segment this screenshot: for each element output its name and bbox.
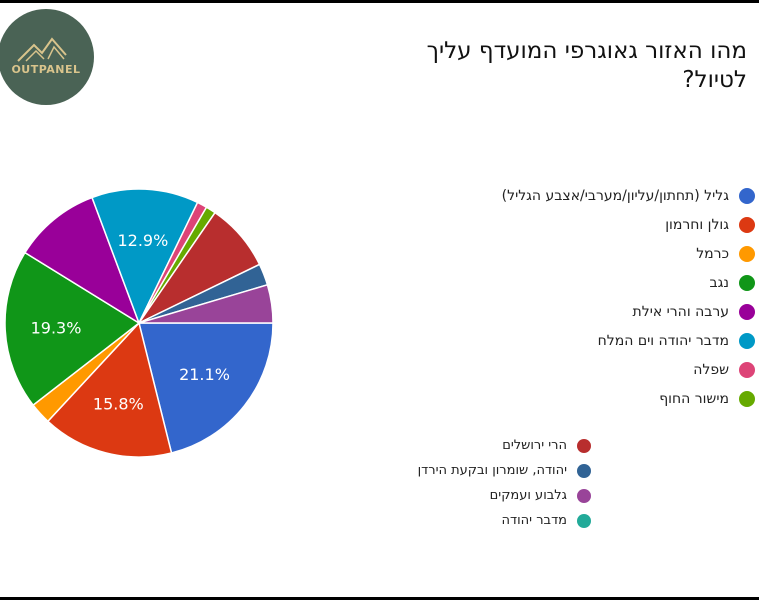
- legend-label: מישור החוף: [659, 390, 729, 407]
- legend-swatch: [739, 216, 755, 233]
- pie-slice: [46, 321, 173, 458]
- pie-slice: [91, 188, 199, 325]
- legend-swatch: [739, 361, 755, 378]
- logo-text: OUTPANEL: [11, 63, 81, 76]
- legend-label: יהודה, שומרון ובקעת הירדן: [417, 463, 567, 478]
- legend-swatch: [739, 303, 755, 320]
- legend-label: נגב: [709, 274, 729, 291]
- pie-slice: [4, 251, 141, 407]
- slice-data-label: 21.1%: [179, 365, 230, 384]
- legend-item: ערבה והרי אילת: [502, 297, 755, 326]
- legend-swatch: [577, 488, 591, 503]
- legend-label: ערבה והרי אילת: [632, 303, 729, 320]
- legend-secondary: הרי ירושלים יהודה, שומרון ובקעת הירדן גלבו…: [418, 433, 591, 533]
- legend-item: מדבר יהודה: [418, 508, 591, 533]
- mountains-icon: [17, 37, 67, 62]
- legend-item: שפלה: [502, 355, 755, 384]
- legend-item: מדבר יהודה וים המלח: [502, 326, 755, 355]
- slice-data-label: 19.3%: [31, 318, 82, 337]
- legend-item: גליל (תחתון/עליון/מערבי/אצבע הגליל): [502, 181, 755, 210]
- outpanel-logo: OUTPANEL: [0, 9, 94, 105]
- chart-title: מהו האזור גאוגרפי המועדף עליך לטיול?: [426, 38, 747, 93]
- legend-item: גולן וחרמון: [502, 210, 755, 239]
- legend-item: נגב: [502, 268, 755, 297]
- legend-item: כרמל: [502, 239, 755, 268]
- legend-swatch: [739, 245, 755, 262]
- legend-swatch: [739, 332, 755, 349]
- legend-item: מישור החוף: [502, 384, 755, 413]
- legend-swatch: [577, 463, 591, 478]
- legend-primary: גליל (תחתון/עליון/מערבי/אצבע הגליל) גולן …: [502, 181, 755, 413]
- legend-swatch: [739, 390, 755, 407]
- legend-label: גלבוע ועמקים: [489, 488, 567, 503]
- legend-item: הרי ירושלים: [418, 433, 591, 458]
- legend-item: גלבוע ועמקים: [418, 483, 591, 508]
- legend-label: מדבר יהודה: [501, 513, 567, 528]
- legend-swatch: [577, 513, 591, 528]
- slice-data-label: 12.9%: [117, 231, 168, 250]
- legend-label: גליל (תחתון/עליון/מערבי/אצבע הגליל): [501, 187, 729, 204]
- legend-label: גולן וחרמון: [665, 216, 729, 233]
- legend-label: הרי ירושלים: [502, 438, 567, 453]
- pie-slice: [138, 322, 274, 454]
- legend-label: מדבר יהודה וים המלח: [597, 332, 729, 349]
- slice-data-label: 15.8%: [93, 394, 144, 413]
- legend-swatch: [739, 274, 755, 291]
- legend-label: שפלה: [693, 361, 729, 378]
- legend-label: כרמל: [696, 245, 729, 262]
- pie-slice: [23, 196, 141, 325]
- legend-item: יהודה, שומרון ובקעת הירדן: [418, 458, 591, 483]
- pie-chart: 21.1% 15.8% 19.3% 12.9%: [4, 188, 274, 458]
- legend-swatch: [739, 187, 755, 204]
- legend-swatch: [577, 438, 591, 453]
- pie-slice: [138, 283, 274, 324]
